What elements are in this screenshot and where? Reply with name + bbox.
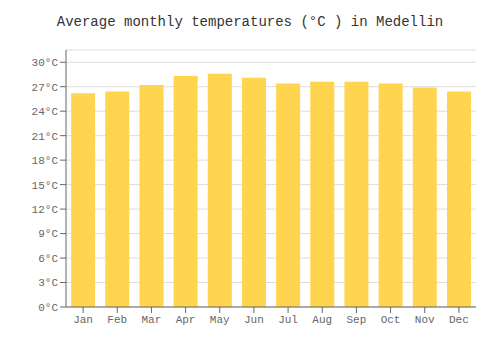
svg-text:9°C: 9°C	[38, 228, 58, 240]
svg-text:Nov: Nov	[415, 314, 435, 326]
svg-text:Sep: Sep	[347, 314, 367, 326]
svg-text:Oct: Oct	[381, 314, 401, 326]
html-text:Average monthly temperatures (: Average monthly temperatures (°C ) in Me…	[56, 14, 444, 30]
svg-text:May: May	[210, 314, 230, 326]
svg-text:6°C: 6°C	[38, 253, 58, 265]
svg-text:18°C: 18°C	[32, 155, 59, 167]
svg-text:0°C: 0°C	[38, 302, 58, 314]
svg-text:30°C: 30°C	[32, 57, 59, 69]
svg-text:Apr: Apr	[176, 314, 196, 326]
svg-text:Dec: Dec	[449, 314, 469, 326]
svg-text:3°C: 3°C	[38, 277, 58, 289]
svg-text:Aug: Aug	[312, 314, 332, 326]
svg-text:15°C: 15°C	[32, 180, 59, 192]
svg-text:12°C: 12°C	[32, 204, 59, 216]
svg-text:Jan: Jan	[73, 314, 93, 326]
svg-text:Feb: Feb	[107, 314, 127, 326]
svg-text:21°C: 21°C	[32, 131, 59, 143]
svg-text:24°C: 24°C	[32, 106, 59, 118]
svg-text:Jun: Jun	[244, 314, 264, 326]
svg-text:Mar: Mar	[142, 314, 162, 326]
svg-text:27°C: 27°C	[32, 82, 59, 94]
svg-text:Jul: Jul	[278, 314, 298, 326]
